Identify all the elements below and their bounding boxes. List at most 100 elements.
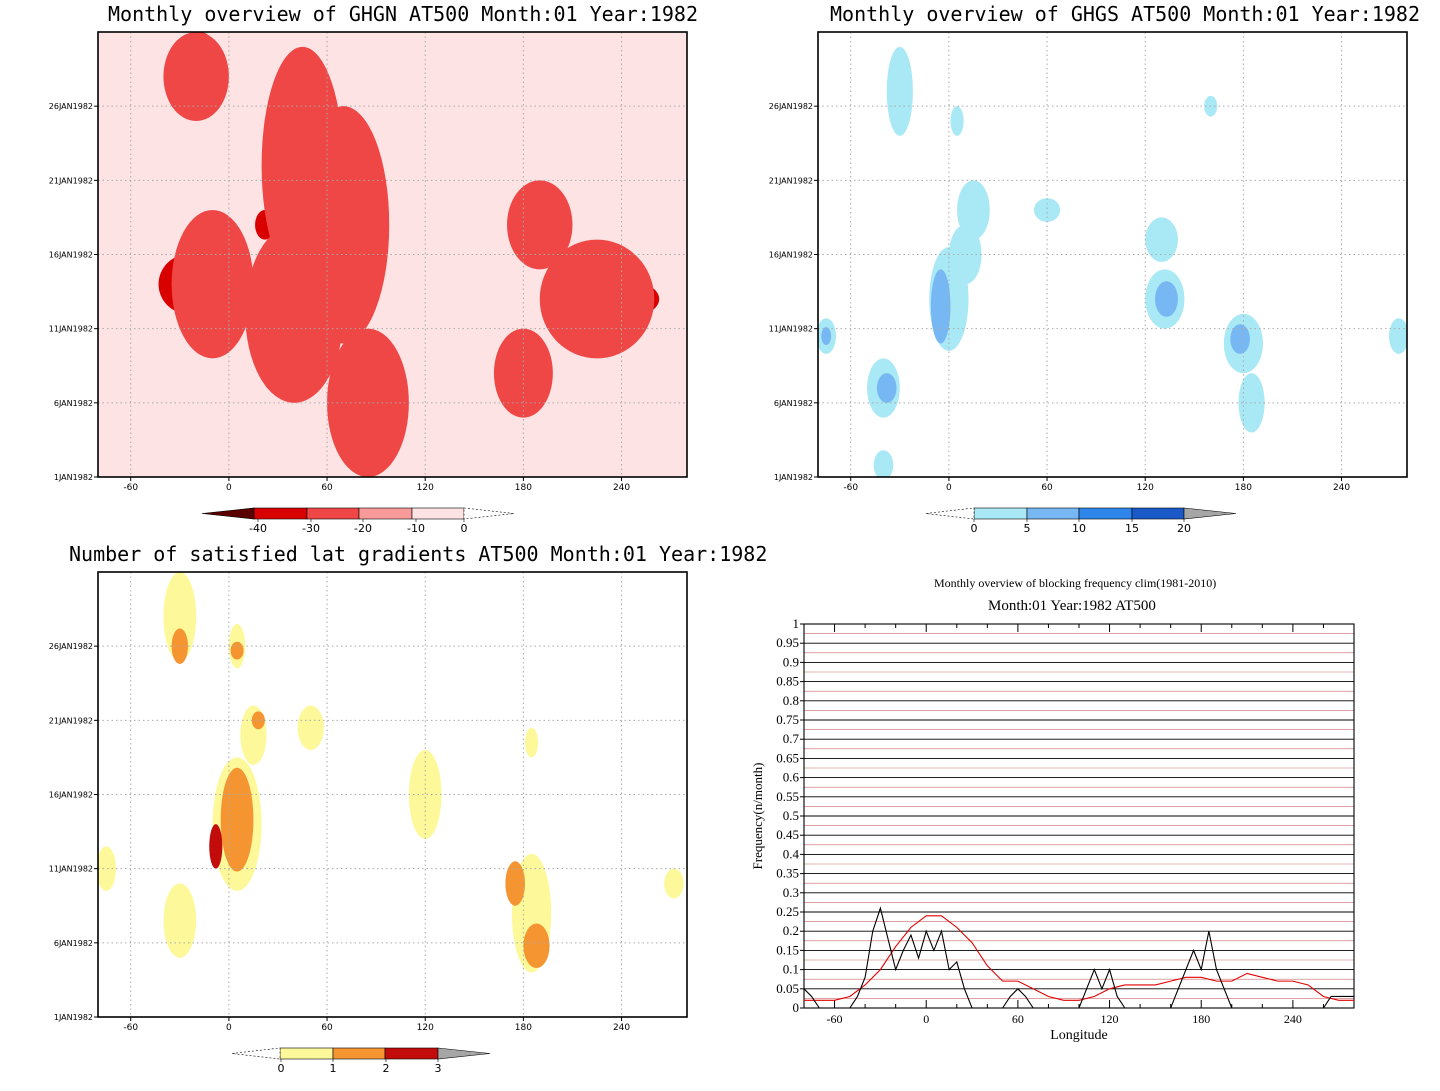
observed-line <box>803 906 1354 1009</box>
colorbar-label: -10 <box>407 522 425 535</box>
contour-region <box>171 210 254 359</box>
colorbar: -40 -30 -20 -10 0 <box>201 507 515 535</box>
x-tick-label: 180 <box>1235 483 1252 493</box>
grid <box>804 623 1354 1009</box>
y-tick-label: 26JAN1982 <box>49 102 93 111</box>
contour-region <box>493 328 553 418</box>
contour-region <box>163 32 229 121</box>
contour-region <box>1230 324 1250 354</box>
colorbar-cell <box>358 507 413 520</box>
y-tick-label: 6JAN1982 <box>54 939 93 948</box>
colorbar-label: 10 <box>1072 522 1086 535</box>
x-tick-label: 180 <box>1192 1012 1210 1026</box>
contour-region <box>1145 217 1178 262</box>
contour-fills <box>158 32 660 477</box>
colorbar-end-triangle <box>1183 507 1237 520</box>
x-tick-label: 180 <box>515 483 532 493</box>
colorbar-end-triangle <box>463 507 515 520</box>
contour-region <box>163 572 197 661</box>
chart-title: Monthly overview of GHGN AT500 Month:01 … <box>108 2 699 26</box>
contour-region <box>98 846 116 891</box>
contour-region <box>821 327 832 345</box>
y-tick-label: 0.4 <box>783 846 800 861</box>
y-axis-label: Frequency(n/month) <box>750 763 765 870</box>
x-tick-label: -60 <box>123 483 138 493</box>
y-tick-label: 0.05 <box>776 981 799 996</box>
x-tick-label: 240 <box>1333 483 1350 493</box>
y-tick-label: 1 <box>793 616 800 631</box>
contour-region <box>408 750 442 839</box>
colorbar-cell <box>411 507 465 520</box>
contour-region <box>525 727 539 758</box>
y-tick-label: 26JAN1982 <box>49 642 93 651</box>
y-tick-label: 21JAN1982 <box>769 176 813 185</box>
contour-region <box>230 641 244 660</box>
chart-subtitle: Month:01 Year:1982 AT500 <box>988 598 1156 614</box>
colorbar-cell <box>306 507 360 520</box>
contour-region <box>873 450 894 477</box>
contour-region <box>1033 198 1061 222</box>
colorbar-cell <box>1131 507 1185 520</box>
colorbar-label: 2 <box>383 1062 390 1075</box>
contour-region <box>876 373 897 403</box>
x-tick-label: 0 <box>226 483 232 493</box>
x-tick-label: 120 <box>417 483 434 493</box>
x-tick-label: 240 <box>1284 1012 1302 1026</box>
colorbar-label: 1 <box>330 1062 337 1075</box>
x-tick-label: 60 <box>1012 1012 1024 1026</box>
y-tick-label: 0.15 <box>776 942 799 957</box>
y-tick-label: 1JAN1982 <box>54 1013 93 1022</box>
colorbar-label: 0 <box>461 522 468 535</box>
y-tick-label: 0.55 <box>776 789 799 804</box>
colorbar-cell <box>1078 507 1133 520</box>
colorbar-label: 5 <box>1024 522 1031 535</box>
x-tick-label: 240 <box>613 483 630 493</box>
y-tick-label: 1JAN1982 <box>774 473 813 482</box>
contour-region <box>245 224 344 403</box>
contour-region <box>327 328 409 477</box>
contour-region <box>957 180 990 240</box>
colorbar-label: 20 <box>1177 522 1191 535</box>
contour-region <box>507 180 573 270</box>
y-tick-label: 0.2 <box>783 923 799 938</box>
y-tick-label: 0.1 <box>783 962 799 977</box>
contour-region <box>505 861 526 906</box>
y-tick-label: 0.75 <box>776 712 799 727</box>
y-tick-label: 0.6 <box>783 770 800 785</box>
y-tick-label: 0.3 <box>783 885 799 900</box>
contour-region <box>1238 373 1265 433</box>
contour-region <box>950 106 964 136</box>
contour-region <box>297 705 324 750</box>
x-tick-label: 120 <box>1137 483 1154 493</box>
colorbar-label: -40 <box>249 522 267 535</box>
y-tick-label: 0.85 <box>776 674 799 689</box>
x-tick-label: 0 <box>226 1023 232 1033</box>
x-tick-label: -60 <box>123 1023 138 1033</box>
y-tick-label: 1JAN1982 <box>54 473 93 482</box>
contour-region <box>1155 281 1178 317</box>
y-tick-label: 16JAN1982 <box>769 251 813 260</box>
chart-title: Monthly overview of blocking frequency c… <box>934 576 1217 590</box>
y-tick-label: 0.8 <box>783 693 799 708</box>
colorbar-cell <box>973 507 1028 520</box>
colorbar-end-triangle <box>201 507 255 520</box>
chart-title: Monthly overview of GHGS AT500 Month:01 … <box>830 2 1421 26</box>
lat-gradients-heatmap: -60 0 60 120 180 2401JAN19826JAN198211JAN1982… <box>49 571 688 1075</box>
y-tick-label: 21JAN1982 <box>49 716 93 725</box>
colorbar-end-triangle <box>231 1047 281 1060</box>
contour-region <box>664 868 684 899</box>
y-tick-label: 0.7 <box>783 731 800 746</box>
y-tick-label: 6JAN1982 <box>54 399 93 408</box>
y-tick-label: 6JAN1982 <box>774 399 813 408</box>
colorbar-cell <box>253 507 308 520</box>
colorbar-label: 0 <box>278 1062 285 1075</box>
x-tick-label: 240 <box>613 1023 630 1033</box>
contour-region <box>220 767 254 872</box>
lat-gradients-panel: Number of satisfied lat gradients AT500 … <box>0 540 768 1091</box>
contour-region <box>163 883 197 958</box>
ghgs-panel: Monthly overview of GHGS AT500 Month:01 … <box>720 0 1440 545</box>
chart-title: Number of satisfied lat gradients AT500 … <box>69 542 768 566</box>
x-tick-label: 60 <box>321 1023 333 1033</box>
colorbar-label: 3 <box>435 1062 442 1075</box>
x-tick-label: 120 <box>1101 1012 1119 1026</box>
